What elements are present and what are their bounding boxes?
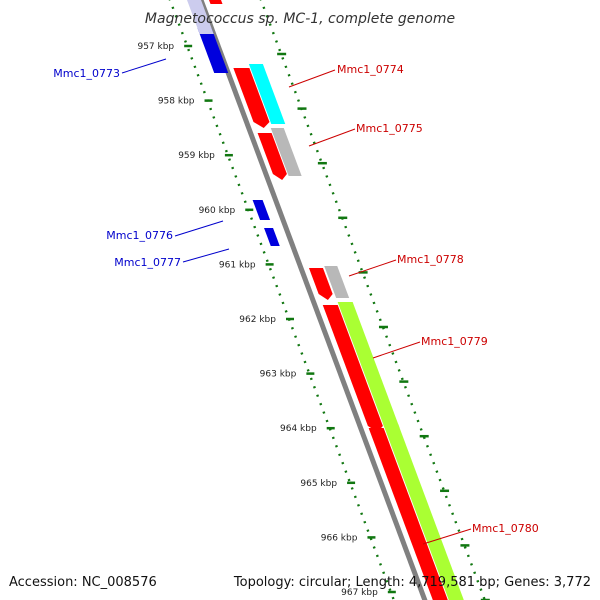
track-block-mmc1-0774 — [248, 64, 286, 124]
topology-text: Topology: circular; Length: 4,719,581 bp… — [233, 575, 591, 590]
callout-line-mmc1-0778 — [348, 259, 397, 277]
callout-line-mmc1-0773 — [121, 58, 167, 74]
accession-text: Accession: NC_008576 — [9, 575, 157, 590]
position-ruler: 957 kbp 958 kbp 959 kbp 960 kbp 961 kbp 962 k… — [137, 0, 490, 600]
gene-label-mmc1-0777: Mmc1_0777 — [114, 256, 181, 269]
gene-labels: Mmc1_0773 Mmc1_0774 Mmc1_0775 Mmc1_0776 Mmc1… — [53, 58, 539, 545]
callout-line-mmc1-0780 — [422, 528, 472, 545]
genome-backbone — [198, 0, 428, 600]
track-block-mmc1-0780 — [383, 424, 464, 600]
feature-tracks — [187, 0, 464, 600]
gene-label-mmc1-0779: Mmc1_0779 — [421, 335, 488, 348]
gene-label-mmc1-0780: Mmc1_0780 — [472, 522, 539, 535]
track-block-mmc1-0779 — [337, 302, 400, 428]
map-title: Magnetococcus sp. MC-1, complete genome — [145, 11, 455, 27]
ruler-tick-label: 962 kbp — [239, 315, 276, 325]
cds-block-mmc1-0778 — [308, 268, 333, 300]
gene-block-mmc1-0773 — [197, 28, 229, 73]
gene-label-mmc1-0773: Mmc1_0773 — [53, 67, 120, 80]
track-block-mmc1-0775 — [270, 128, 302, 176]
callout-line-mmc1-0776 — [174, 220, 224, 237]
callout-line-mmc1-0779 — [372, 341, 421, 359]
ruler-tick-label: 964 kbp — [280, 424, 317, 434]
ruler-tick-label: 967 kbp — [341, 588, 378, 598]
cds-block-mmc1-0779 — [322, 305, 383, 432]
ruler-tick-label: 963 kbp — [260, 370, 297, 380]
ruler-tick-label: 966 kbp — [321, 533, 358, 543]
callout-line-mmc1-0774 — [288, 69, 336, 88]
gene-block-mmc1-0776 — [252, 200, 271, 220]
ruler-tick-label: 959 kbp — [178, 151, 215, 161]
gene-block-top-faded — [187, 0, 214, 34]
cds-block-mmc1-0775 — [257, 133, 287, 180]
callout-line-mmc1-0777 — [182, 248, 230, 263]
track-block-mmc1-0778 — [324, 266, 350, 298]
cds-block-top-fragment — [209, 0, 223, 4]
ruler-tick-label: 958 kbp — [158, 97, 195, 107]
cds-block-mmc1-0780 — [368, 428, 448, 600]
gene-label-mmc1-0774: Mmc1_0774 — [337, 63, 404, 76]
gene-label-mmc1-0778: Mmc1_0778 — [397, 253, 464, 266]
cds-block-mmc1-0774 — [233, 68, 270, 128]
ruler-tick-label: 960 kbp — [199, 206, 236, 216]
gene-block-mmc1-0777 — [264, 228, 280, 246]
ruler-tick-label: 961 kbp — [219, 260, 256, 270]
gene-label-mmc1-0775: Mmc1_0775 — [356, 122, 423, 135]
callout-line-mmc1-0775 — [308, 128, 356, 147]
gene-label-mmc1-0776: Mmc1_0776 — [106, 229, 173, 242]
ruler-tick-label: 957 kbp — [137, 42, 174, 52]
ruler-tick-label: 965 kbp — [300, 479, 337, 489]
map-strip-background — [163, 0, 492, 600]
